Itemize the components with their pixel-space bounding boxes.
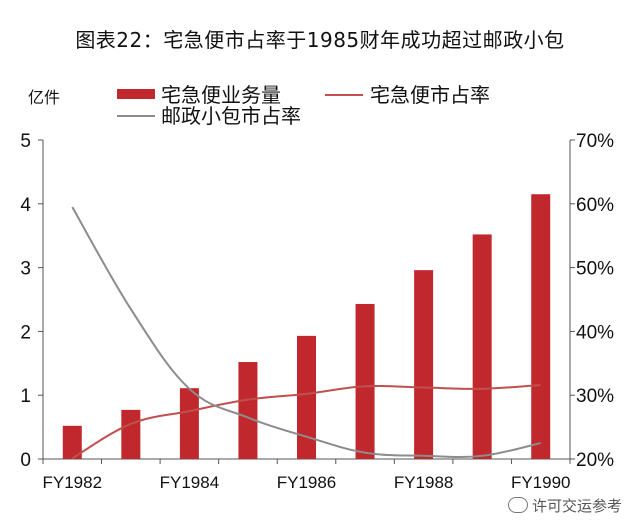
right-tick-label: 50% (576, 259, 614, 280)
left-tick-label: 2 (20, 322, 31, 343)
bar-宅急便业务量 (179, 388, 199, 459)
bar-宅急便业务量 (531, 194, 551, 460)
bar-宅急便业务量 (297, 335, 316, 459)
left-tick-label: 1 (20, 386, 31, 407)
line-邮政小包市占率 (71, 206, 541, 458)
left-tick-label: 5 (20, 131, 31, 152)
legend-swatch-bar (117, 89, 155, 99)
bar-宅急便业务量 (121, 409, 141, 459)
legend-label-line-2: 邮政小包市占率 (161, 104, 301, 128)
chart-title: 图表22：宅急便市占率于1985财年成功超过邮政小包 (75, 28, 565, 52)
left-tick-label: 3 (20, 259, 31, 280)
right-tick-label: 30% (576, 386, 614, 407)
legend-label-bar: 宅急便业务量 (161, 83, 281, 107)
x-tick-label: FY1986 (277, 473, 337, 492)
bar-宅急便业务量 (355, 303, 375, 459)
left-tick-label: 4 (20, 195, 31, 216)
right-tick-label: 20% (576, 450, 614, 471)
bar-宅急便业务量 (62, 425, 82, 459)
legend-label-line-1: 宅急便市占率 (370, 83, 490, 107)
wechat-icon (507, 497, 528, 513)
bar-宅急便业务量 (414, 270, 434, 459)
x-tick-label: FY1988 (394, 473, 454, 492)
right-tick-label: 40% (576, 322, 614, 343)
bar-宅急便业务量 (238, 362, 258, 459)
right-tick-label: 60% (576, 195, 614, 216)
left-axis-unit: 亿件 (28, 88, 60, 107)
watermark: 许可交运参考 (507, 495, 622, 516)
watermark-text: 许可交运参考 (531, 497, 622, 515)
x-tick-label: FY1990 (511, 473, 571, 492)
line-宅急便市占率 (71, 383, 541, 460)
left-tick-label: 0 (20, 450, 31, 471)
right-tick-label: 70% (576, 131, 614, 152)
x-tick-label: FY1982 (43, 473, 103, 492)
bar-宅急便业务量 (472, 234, 492, 459)
x-tick-label: FY1984 (160, 473, 220, 492)
